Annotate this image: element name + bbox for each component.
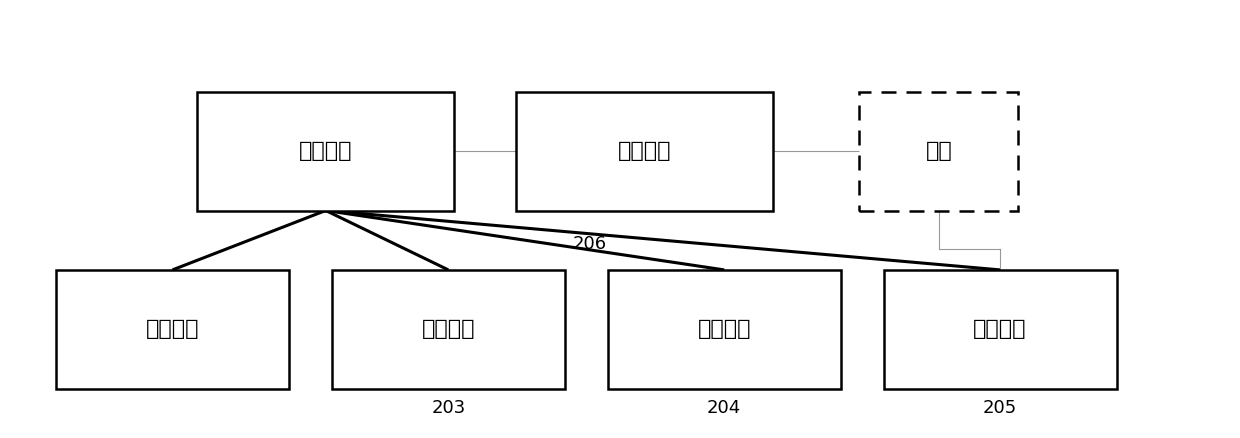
Text: 205: 205 [983, 399, 1017, 417]
Text: 显示模块: 显示模块 [973, 319, 1027, 339]
Text: 监控模块: 监控模块 [146, 319, 200, 339]
Bar [859, 92, 1018, 211]
Text: 整理模块: 整理模块 [422, 319, 475, 339]
Bar [516, 92, 774, 211]
Text: 206: 206 [573, 236, 606, 254]
Text: 提示模块: 提示模块 [697, 319, 751, 339]
Bar [884, 270, 1116, 389]
Text: 执行模块: 执行模块 [618, 141, 671, 161]
Text: 203: 203 [432, 399, 465, 417]
Bar [608, 270, 841, 389]
Text: 用户: 用户 [925, 141, 952, 161]
Bar [332, 270, 565, 389]
Text: 204: 204 [707, 399, 742, 417]
Text: 配置模块: 配置模块 [299, 141, 352, 161]
Bar [197, 92, 455, 211]
Bar [56, 270, 289, 389]
